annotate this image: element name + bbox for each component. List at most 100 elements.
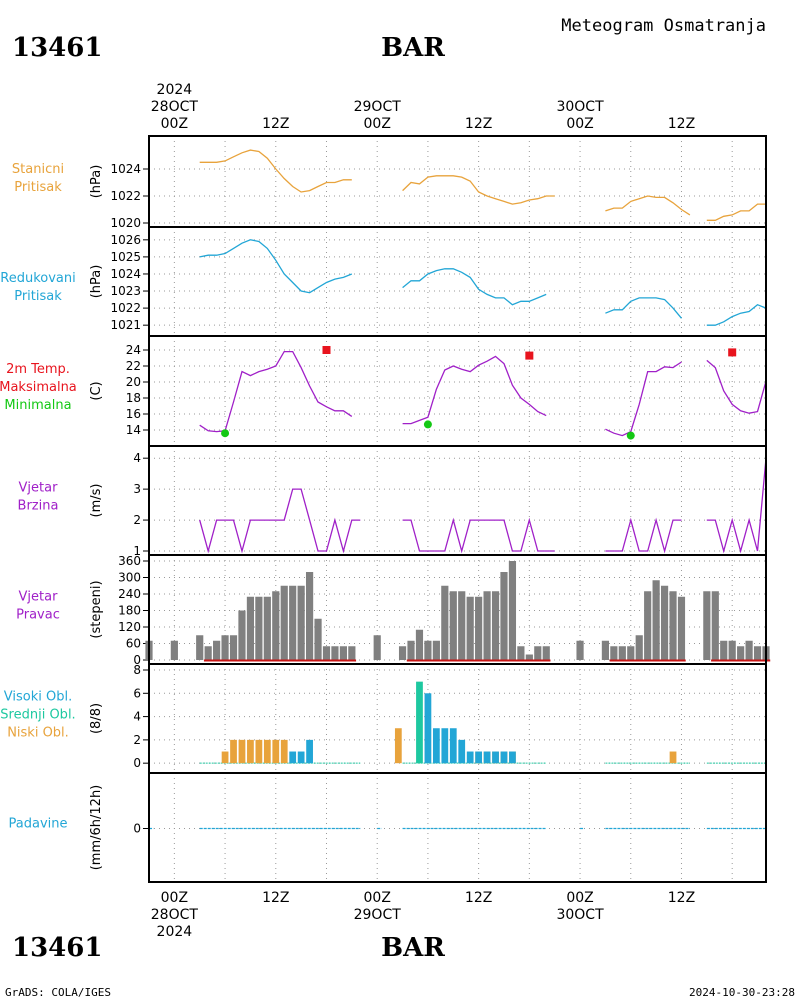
- min-temp-marker: [221, 429, 230, 438]
- series-line: [402, 175, 555, 205]
- y-tick-label: 22: [126, 359, 141, 373]
- series-line: [402, 355, 547, 425]
- timestamp-text: 2024-10-30-23:28: [689, 986, 795, 999]
- direction-bar: [289, 585, 297, 660]
- time-label-bottom: 00Z: [161, 890, 188, 906]
- time-label-bottom: 29OCT: [354, 907, 402, 923]
- cloud-bar: [432, 728, 440, 764]
- y-axis-label: (mm/6h/12h): [89, 785, 104, 871]
- time-label-bottom: 12Z: [668, 890, 695, 906]
- cloud-bar: [509, 751, 516, 764]
- time-label-bottom: 12Z: [262, 890, 289, 906]
- series-line: [199, 488, 361, 554]
- panel-title-2: Pritisak: [14, 180, 62, 195]
- time-label-top: 00Z: [566, 116, 593, 132]
- direction-bar: [331, 646, 339, 660]
- y-tick-label: 1025: [110, 250, 141, 264]
- panel-title-2: Maksimalna: [0, 380, 77, 395]
- max-temp-marker: [322, 346, 331, 354]
- cloud-bar: [263, 739, 271, 764]
- cloud-bar: [449, 728, 457, 764]
- panel-title-3: Minimalna: [4, 398, 71, 413]
- y-tick-label: 24: [126, 343, 141, 357]
- y-tick-label: 3: [133, 482, 141, 496]
- series-line: [605, 361, 682, 437]
- y-axis-label: (m/s): [89, 484, 104, 518]
- direction-bar: [525, 654, 533, 660]
- direction-bar: [627, 646, 635, 660]
- panel-title-1: 2m Temp.: [6, 362, 70, 377]
- direction-bar: [677, 596, 686, 660]
- direction-bar: [272, 591, 280, 660]
- time-label-bottom: 00Z: [364, 890, 391, 906]
- panel-title-1: Padavine: [9, 817, 68, 832]
- direction-bar: [601, 640, 610, 660]
- direction-bar: [297, 585, 305, 660]
- direction-bar: [711, 591, 719, 660]
- y-tick-label: 1020: [110, 216, 141, 230]
- time-label-bottom: 28OCT: [151, 907, 199, 923]
- cloud-bar: [416, 681, 423, 764]
- direction-bar: [660, 585, 669, 660]
- cloud-bar: [475, 751, 483, 764]
- time-label-top: 29OCT: [354, 99, 402, 115]
- y-tick-label: 20: [126, 375, 141, 389]
- cloud-bar: [394, 728, 402, 764]
- direction-bar: [255, 596, 263, 660]
- direction-bar: [483, 591, 491, 660]
- cloud-bar: [238, 739, 246, 764]
- time-label-bottom: 2024: [157, 924, 193, 940]
- direction-bar: [669, 591, 677, 660]
- y-tick-label: 2: [133, 733, 141, 747]
- cloud-bar: [221, 751, 229, 764]
- y-tick-label: 18: [126, 391, 141, 405]
- direction-bar: [424, 640, 432, 660]
- station-name-bottom: BAR: [381, 933, 445, 963]
- direction-bar: [263, 596, 271, 660]
- station-id-bottom: 13461: [12, 933, 102, 963]
- panel-clouds: Visoki Obl. Srednji Obl. Niski Obl. (8/8) 0 2…: [0, 663, 767, 774]
- series-line: [402, 517, 555, 554]
- direction-bar: [213, 640, 221, 660]
- y-tick-label: 6: [133, 686, 141, 700]
- cloud-bar: [424, 693, 432, 764]
- direction-bar: [618, 646, 626, 660]
- direction-bar: [449, 591, 457, 660]
- y-tick-label: 1022: [110, 301, 141, 315]
- direction-bar: [466, 596, 474, 660]
- direction-bar: [745, 640, 753, 660]
- direction-bar: [728, 640, 736, 660]
- time-label-bottom: 00Z: [566, 890, 593, 906]
- direction-bar: [542, 646, 550, 660]
- y-axis-label: (hPa): [89, 265, 104, 299]
- panel-title-3: Niski Obl.: [7, 726, 69, 741]
- panel-title-1: Redukovani: [0, 271, 75, 286]
- cloud-bar: [255, 739, 263, 764]
- direction-bar: [407, 640, 415, 660]
- direction-bar: [339, 646, 347, 660]
- panel-title-1: Stanicni: [12, 162, 64, 177]
- cloud-bar: [247, 739, 254, 764]
- time-label-top: 12Z: [668, 116, 695, 132]
- panel-title-1: Vjetar: [19, 481, 59, 496]
- y-tick-label: 14: [126, 423, 141, 437]
- direction-bar: [221, 635, 229, 660]
- y-tick-label: 360: [118, 554, 141, 568]
- series-line: [199, 149, 352, 193]
- direction-bar: [500, 572, 508, 660]
- series-line: [706, 303, 767, 326]
- direction-bar: [644, 591, 652, 660]
- panel-title-1: Vjetar: [19, 590, 59, 605]
- direction-bar: [652, 580, 660, 660]
- direction-bar: [305, 572, 314, 660]
- cloud-bar: [483, 751, 491, 764]
- credit-text: GrADS: COLA/IGES: [5, 986, 111, 999]
- direction-bar: [737, 646, 745, 660]
- meteogram-title: Meteogram Osmatranja: [561, 16, 766, 36]
- series-line: [605, 195, 691, 216]
- y-tick-label: 0: [133, 756, 141, 770]
- y-tick-label: 1026: [110, 233, 141, 247]
- direction-bar: [720, 640, 728, 660]
